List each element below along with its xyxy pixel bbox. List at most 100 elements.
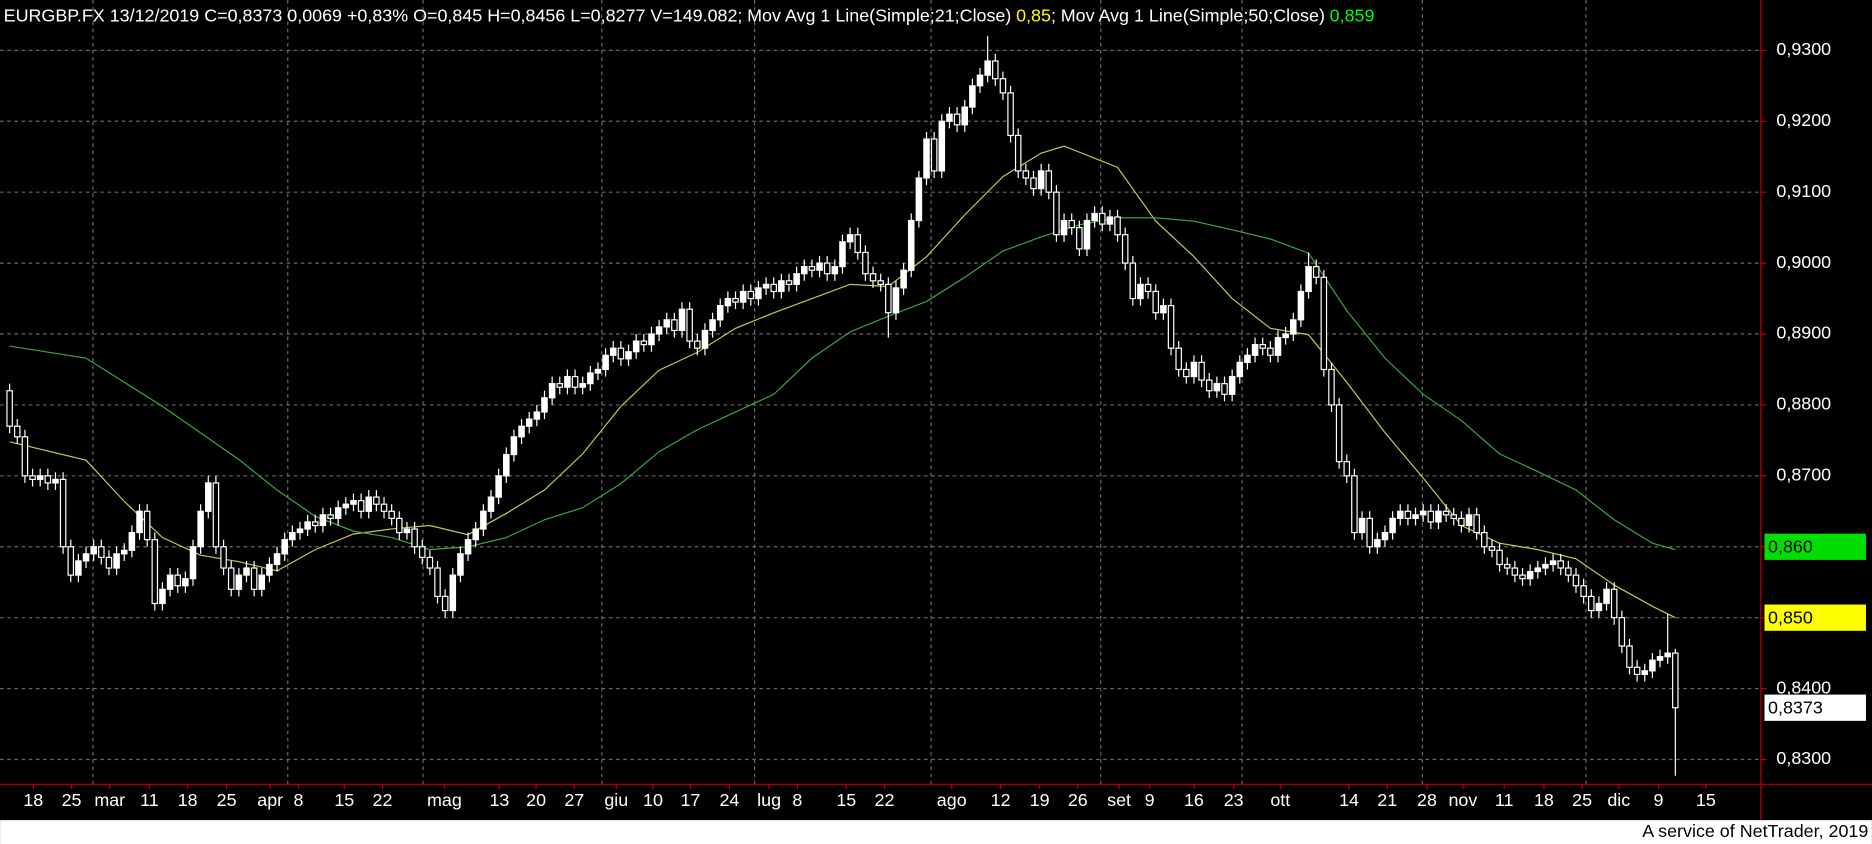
candle-body xyxy=(839,241,846,268)
candle-body xyxy=(36,475,44,480)
candle-body xyxy=(1542,563,1549,569)
candle-body xyxy=(969,85,976,108)
candle-body xyxy=(1610,588,1618,619)
candle-body xyxy=(533,411,541,420)
footer: A service of NetTrader, 2019 xyxy=(1642,821,1868,841)
header-segment: 0,85 xyxy=(1016,5,1051,25)
y-tick-label: 0,8300 xyxy=(1776,748,1831,768)
candle-body xyxy=(296,528,304,534)
candle-body xyxy=(182,578,189,587)
x-tick-label: 13 xyxy=(489,790,509,810)
candle-body xyxy=(953,113,961,126)
candle-body xyxy=(1534,567,1542,573)
candle-body xyxy=(197,510,204,548)
candle-body xyxy=(602,354,609,371)
candle-body xyxy=(365,496,373,512)
x-tick-label: 11 xyxy=(140,790,159,810)
candle-body xyxy=(915,177,923,222)
price-marker xyxy=(1764,604,1866,631)
candle-body xyxy=(1297,290,1305,321)
candle-body xyxy=(258,574,266,590)
candle-body xyxy=(1068,219,1075,229)
candle-body xyxy=(999,78,1007,94)
candle-body xyxy=(82,553,90,562)
candle-body xyxy=(434,567,441,597)
candle-body xyxy=(1053,191,1060,236)
x-tick-label: 22 xyxy=(875,790,895,810)
y-tick-label: 0,9000 xyxy=(1776,252,1831,272)
candle-body xyxy=(739,290,747,303)
x-tick-label: 18 xyxy=(178,790,198,810)
x-tick-label: 19 xyxy=(1030,790,1050,810)
candle-body xyxy=(1343,461,1351,477)
candle-body xyxy=(174,574,181,587)
candle-body xyxy=(250,567,258,590)
candle-body xyxy=(266,563,273,576)
candle-body xyxy=(1091,212,1098,222)
x-tick-label: 22 xyxy=(373,790,393,810)
candle-body xyxy=(334,507,342,519)
candle-body xyxy=(1557,560,1564,569)
y-tick-label: 0,9100 xyxy=(1776,181,1831,201)
candle-body xyxy=(1565,567,1572,576)
candle-body xyxy=(1083,219,1091,250)
candle-body xyxy=(900,269,907,289)
candle-body xyxy=(143,510,151,541)
header-segment: ; xyxy=(1051,5,1056,25)
candle-body xyxy=(869,273,877,282)
candle-body xyxy=(1305,266,1312,293)
candle-body xyxy=(311,521,319,527)
candle-body xyxy=(373,496,380,505)
candle-body xyxy=(212,482,220,548)
candle-body xyxy=(1580,585,1587,597)
candle-body xyxy=(441,595,449,612)
x-tick-label: 18 xyxy=(1534,790,1554,810)
x-tick-label: 16 xyxy=(1184,790,1204,810)
candle-body xyxy=(1465,514,1473,527)
candle-body xyxy=(724,297,732,307)
candle-body xyxy=(98,546,105,558)
candle-body xyxy=(823,262,831,275)
candle-body xyxy=(1496,549,1503,566)
candle-body xyxy=(1121,234,1129,264)
candle-body xyxy=(701,329,709,349)
candle-body xyxy=(1588,595,1595,612)
x-tick-label: 20 xyxy=(526,790,546,810)
price-marker xyxy=(1764,694,1866,721)
candle-body xyxy=(1572,574,1580,587)
candle-body xyxy=(1190,361,1198,378)
candle-body xyxy=(13,425,21,438)
candle-body xyxy=(609,347,617,356)
candle-body xyxy=(755,287,762,300)
candle-body xyxy=(464,539,472,555)
candle-body xyxy=(625,351,632,360)
candle-body xyxy=(1144,283,1152,293)
candle-body xyxy=(1106,216,1114,225)
candle-body xyxy=(992,60,999,80)
candle-body xyxy=(663,319,671,328)
candle-body xyxy=(1618,617,1626,647)
x-tick-label: giu xyxy=(604,790,628,810)
header-segment: 0,859 xyxy=(1330,5,1375,25)
candle-body xyxy=(1037,170,1045,190)
x-tick-label: nov xyxy=(1448,790,1477,810)
candle-body xyxy=(403,528,411,534)
candle-body xyxy=(640,340,648,346)
candle-body xyxy=(1022,170,1030,179)
candle-body xyxy=(1045,170,1053,193)
candle-body xyxy=(289,531,296,541)
candle-body xyxy=(1236,361,1244,378)
header-segment: EURGBP.FX 13/12/2019 C=0,8373 0,0069 +0,… xyxy=(4,5,743,25)
x-tick-label: 15 xyxy=(836,790,856,810)
x-tick-label: 25 xyxy=(62,790,82,810)
candle-body xyxy=(396,517,403,534)
candle-body xyxy=(1442,510,1450,516)
candle-body xyxy=(1213,383,1221,392)
candle-body xyxy=(1007,92,1014,137)
candle-body xyxy=(525,418,533,427)
candle-body xyxy=(105,556,113,569)
x-tick-label: 9 xyxy=(1145,790,1155,810)
candle-body xyxy=(961,106,969,126)
candle-body xyxy=(671,319,678,332)
